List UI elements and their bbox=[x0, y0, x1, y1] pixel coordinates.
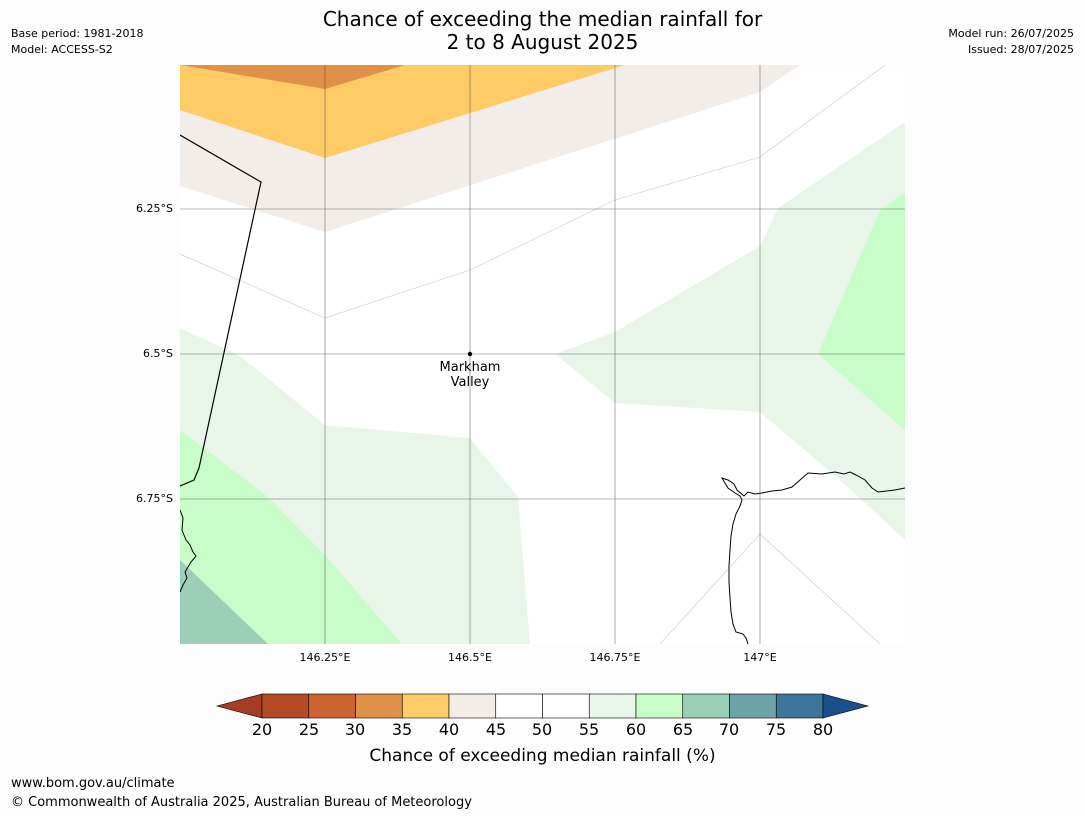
colorbar-bins bbox=[261, 693, 824, 719]
colorbar-bin bbox=[448, 693, 497, 719]
coastline-west bbox=[180, 509, 197, 593]
lon-label-147: 147°E bbox=[743, 651, 777, 664]
map-area bbox=[180, 65, 905, 644]
contour-65-70-southwest bbox=[180, 560, 268, 644]
model-run-date: Model run: 26/07/2025 bbox=[948, 27, 1074, 40]
colorbar-bin bbox=[682, 693, 730, 719]
colorbar-label: Chance of exceeding median rainfall (%) bbox=[369, 746, 716, 766]
colorbar-tick: 55 bbox=[578, 720, 600, 739]
colorbar-tick: 65 bbox=[672, 720, 694, 739]
colorbar-tick: 40 bbox=[438, 720, 460, 739]
run-info: Model run: 26/07/2025 Issued: 28/07/2025 bbox=[948, 26, 1074, 58]
model-info: Base period: 1981-2018 Model: ACCESS-S2 bbox=[11, 26, 143, 58]
contour-30-35 bbox=[180, 65, 405, 89]
colorbar-tick: 60 bbox=[625, 720, 647, 739]
footer-copyright: © Commonwealth of Australia 2025, Austra… bbox=[11, 795, 472, 810]
lon-label-146-25: 146.25°E bbox=[299, 651, 351, 664]
colorbar-tick: 20 bbox=[251, 720, 273, 739]
title-line-1: Chance of exceeding the median rainfall … bbox=[322, 7, 763, 31]
colorbar-bin bbox=[401, 693, 450, 719]
contour-55-60-east bbox=[555, 122, 905, 540]
colorbar-bin bbox=[775, 693, 824, 719]
footer-url: www.bom.gov.au/climate bbox=[11, 776, 175, 791]
title-line-2: 2 to 8 August 2025 bbox=[446, 30, 639, 54]
location-marker bbox=[467, 351, 473, 357]
colorbar-bin bbox=[495, 693, 543, 719]
lon-label-146-75: 146.75°E bbox=[589, 651, 641, 664]
colorbar-bin bbox=[588, 693, 637, 719]
map-title: Chance of exceeding the median rainfall … bbox=[200, 8, 885, 54]
colorbar-extend-left bbox=[215, 693, 263, 719]
colorbar-tick: 80 bbox=[812, 720, 834, 739]
base-period: Base period: 1981-2018 bbox=[11, 27, 144, 40]
contour-35-40 bbox=[180, 65, 625, 158]
lat-label-6-5: 6.5°S bbox=[143, 347, 173, 360]
colorbar-tick: 25 bbox=[298, 720, 320, 739]
colorbar-bin bbox=[542, 693, 590, 719]
lat-label-6-25: 6.25°S bbox=[136, 202, 173, 215]
colorbar bbox=[215, 693, 870, 719]
colorbar-bin bbox=[729, 693, 777, 719]
lon-label-146-5: 146.5°E bbox=[448, 651, 492, 664]
contour-60-65-east bbox=[818, 192, 905, 430]
colorbar-tick: 75 bbox=[765, 720, 787, 739]
coastline-east bbox=[720, 471, 905, 644]
colorbar-tick: 30 bbox=[344, 720, 366, 739]
contour-60-65-southwest bbox=[180, 430, 402, 644]
location-label: Markham Valley bbox=[420, 360, 520, 390]
issued-date: Issued: 28/07/2025 bbox=[967, 43, 1074, 56]
colorbar-tick: 35 bbox=[391, 720, 413, 739]
colorbar-bin bbox=[261, 693, 310, 719]
border-line bbox=[180, 134, 262, 487]
colorbar-tick: 45 bbox=[485, 720, 507, 739]
location-name-line-2: Valley bbox=[450, 375, 490, 390]
model-name: Model: ACCESS-S2 bbox=[11, 43, 113, 56]
lat-label-6-75: 6.75°S bbox=[136, 492, 173, 505]
colorbar-bin bbox=[635, 693, 684, 719]
colorbar-bin bbox=[355, 693, 403, 719]
colorbar-tick: 50 bbox=[531, 720, 553, 739]
colorbar-extend-right bbox=[822, 693, 870, 719]
colorbar-bin bbox=[308, 693, 356, 719]
location-name-line-1: Markham bbox=[439, 360, 501, 375]
colorbar-tick: 70 bbox=[718, 720, 740, 739]
